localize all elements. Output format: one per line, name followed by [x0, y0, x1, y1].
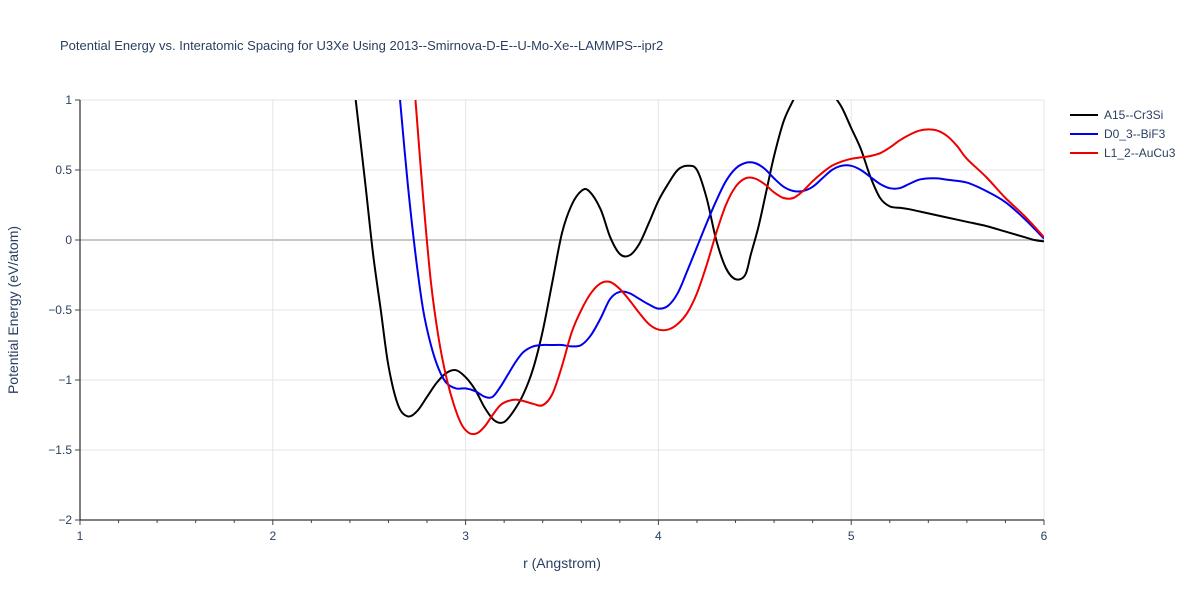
x-tick-label-0: 1 — [77, 529, 84, 543]
series-line-1 — [399, 100, 1044, 399]
x-axis-title: r (Angstrom) — [523, 555, 601, 571]
y-tick-label-5: 0.5 — [55, 163, 72, 177]
y-tick-label-0: −2 — [58, 513, 72, 527]
grid-lines — [80, 99, 1045, 520]
legend: A15--Cr3Si D0_3--BiF3 L1_2--AuCu3 — [1070, 108, 1176, 160]
legend-label-1: D0_3--BiF3 — [1104, 127, 1166, 141]
y-tick-labels: −2 −1.5 −1 −0.5 0 0.5 1 — [48, 93, 72, 527]
y-tick-label-3: −0.5 — [48, 303, 72, 317]
series-lines — [354, 100, 1044, 436]
y-tick-label-2: −1 — [58, 373, 72, 387]
x-tick-labels: 1 2 3 4 5 6 — [77, 529, 1048, 543]
series-line-2 — [414, 100, 1044, 436]
axes — [75, 99, 1045, 525]
y-tick-label-4: 0 — [65, 233, 72, 247]
y-axis-title: Potential Energy (eV/atom) — [5, 226, 21, 394]
y-tick-label-6: 1 — [65, 93, 72, 107]
legend-label-2: L1_2--AuCu3 — [1104, 146, 1176, 160]
x-tick-label-1: 2 — [269, 529, 276, 543]
chart-title: Potential Energy vs. Interatomic Spacing… — [60, 38, 663, 53]
y-tick-label-1: −1.5 — [48, 443, 72, 457]
x-tick-label-5: 6 — [1041, 529, 1048, 543]
x-tick-label-4: 5 — [848, 529, 855, 543]
x-tick-label-3: 4 — [655, 529, 662, 543]
legend-label-0: A15--Cr3Si — [1104, 108, 1163, 122]
series-line-0 — [354, 100, 1044, 424]
x-tick-label-2: 3 — [462, 529, 469, 543]
